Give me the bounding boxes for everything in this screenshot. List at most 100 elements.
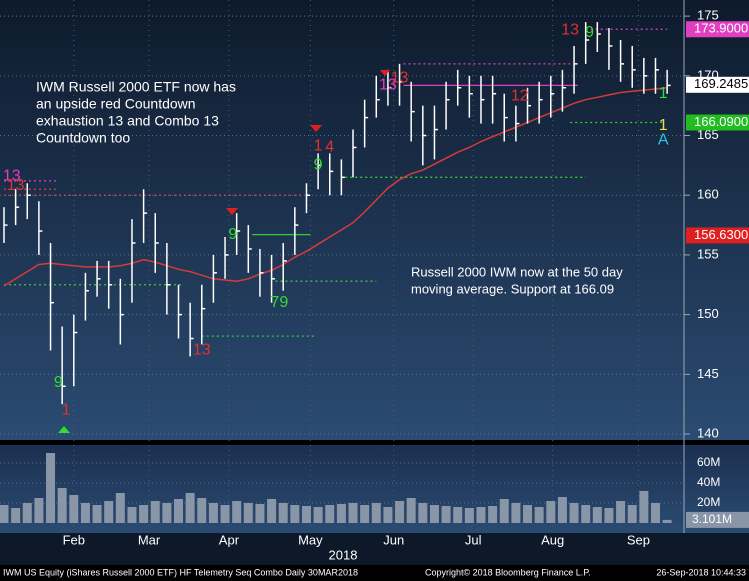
volume-bar xyxy=(371,503,381,523)
td-count: 13 xyxy=(379,77,397,94)
moving-average xyxy=(3,87,668,287)
volume-bar xyxy=(453,507,463,523)
td-count: 9 xyxy=(585,24,594,41)
price-flag-label: 169.2485 xyxy=(694,76,748,91)
volume-bar xyxy=(476,507,486,523)
x-tick-label: Sep xyxy=(627,532,650,547)
price-flag-label: 166.0900 xyxy=(694,114,748,129)
td-count: 1 xyxy=(62,401,71,418)
x-tick-label: Jun xyxy=(383,532,404,547)
volume-bar xyxy=(301,506,311,523)
volume-bar xyxy=(360,505,370,523)
volume-bar xyxy=(174,499,184,523)
volume-bar xyxy=(418,503,428,523)
volume-bar xyxy=(662,519,672,523)
volume-bar xyxy=(104,501,114,523)
volume-bar xyxy=(255,504,265,523)
annotation: Russell 2000 IWM now at the 50 day xyxy=(411,264,623,279)
footer-right: 26-Sep-2018 10:44:33 xyxy=(656,567,746,577)
volume-bar xyxy=(336,504,346,523)
volume-bar xyxy=(616,501,626,523)
volume-bar xyxy=(197,498,207,523)
price-flag xyxy=(686,227,749,244)
td-count: 9 xyxy=(314,157,323,174)
price-flag xyxy=(686,76,749,93)
volume-bar xyxy=(581,505,591,523)
volume-bar xyxy=(441,506,451,523)
volume-bar xyxy=(278,503,288,523)
x-tick-label: May xyxy=(298,532,323,547)
volume-bar xyxy=(511,503,521,523)
td-count: 1 xyxy=(659,117,668,134)
volume-bar xyxy=(69,495,79,523)
td-count: 13 xyxy=(193,342,211,359)
price-flag-label: 156.6300 xyxy=(694,227,748,242)
td-count: 13 xyxy=(561,22,579,39)
td-count: A xyxy=(658,132,669,149)
td-count: 9 xyxy=(54,374,63,391)
y-tick-label: 175 xyxy=(697,8,719,23)
volume-bar xyxy=(604,508,614,523)
x-tick-label: Mar xyxy=(138,532,161,547)
x-axis-label: 2018 xyxy=(329,547,358,562)
y-tick-label: 60M xyxy=(697,455,720,469)
volume-bar xyxy=(313,507,323,523)
price-pane xyxy=(0,0,749,440)
annotation: an upside red Countdown xyxy=(36,96,196,112)
volume-bar xyxy=(290,505,300,523)
volume-bar xyxy=(546,501,556,523)
y-tick-label: 160 xyxy=(697,187,719,202)
volume-bar xyxy=(406,498,416,523)
volume-bar xyxy=(429,505,439,523)
volume-bar xyxy=(162,503,172,523)
y-tick-label: 140 xyxy=(697,425,719,440)
volume-bar xyxy=(534,507,544,523)
x-axis-band xyxy=(0,533,749,565)
x-tick-label: Feb xyxy=(63,532,85,547)
price-flag-label: 173.9000 xyxy=(694,21,748,36)
buy-arrow xyxy=(58,426,70,433)
x-tick-label: Jul xyxy=(465,532,482,547)
y-tick-label: 145 xyxy=(697,366,719,381)
price-flag xyxy=(686,114,749,131)
volume-bar xyxy=(557,497,567,523)
volume-bar xyxy=(208,503,218,523)
volume-bar xyxy=(348,503,358,523)
volume-bar xyxy=(92,505,102,523)
annotation: Countdown too xyxy=(36,130,130,146)
volume-bar xyxy=(650,503,660,523)
volume-bar xyxy=(627,505,637,523)
volume-bar xyxy=(569,503,579,523)
volume-bar xyxy=(232,501,242,523)
y-tick-label: 155 xyxy=(697,246,719,261)
footer-left: IWM US Equity (iShares Russell 2000 ETF)… xyxy=(3,567,358,577)
td-count: 13 xyxy=(7,177,25,194)
td-count: 1 xyxy=(659,85,668,102)
volume-bar xyxy=(499,499,509,523)
volume-bar xyxy=(464,508,474,523)
volume-bar xyxy=(639,491,649,523)
volume-bar xyxy=(80,503,90,523)
volume-bar xyxy=(22,503,32,523)
td-count: 4 xyxy=(325,139,334,156)
td-count: 13 xyxy=(391,69,409,86)
x-tick-label: Aug xyxy=(541,532,564,547)
volume-bar xyxy=(220,505,230,523)
volume-bar xyxy=(523,505,533,523)
annotation: IWM Russell 2000 ETF now has xyxy=(36,79,236,95)
volume-bar xyxy=(395,501,405,523)
volume-bar xyxy=(267,499,277,523)
td-count: 9 xyxy=(228,226,237,243)
volume-bar xyxy=(592,507,602,523)
volume-flag xyxy=(686,511,749,528)
y-tick-label: 150 xyxy=(697,306,719,321)
annotation: moving average. Support at 166.09 xyxy=(411,281,614,296)
td-count: 79 xyxy=(270,294,288,311)
y-tick-label: 40M xyxy=(697,475,720,489)
y-tick-label: 165 xyxy=(697,127,719,142)
td-count: 13 xyxy=(3,167,21,184)
volume-bar xyxy=(46,453,56,523)
td-count: 12 xyxy=(511,87,529,104)
volume-bar xyxy=(185,493,195,523)
